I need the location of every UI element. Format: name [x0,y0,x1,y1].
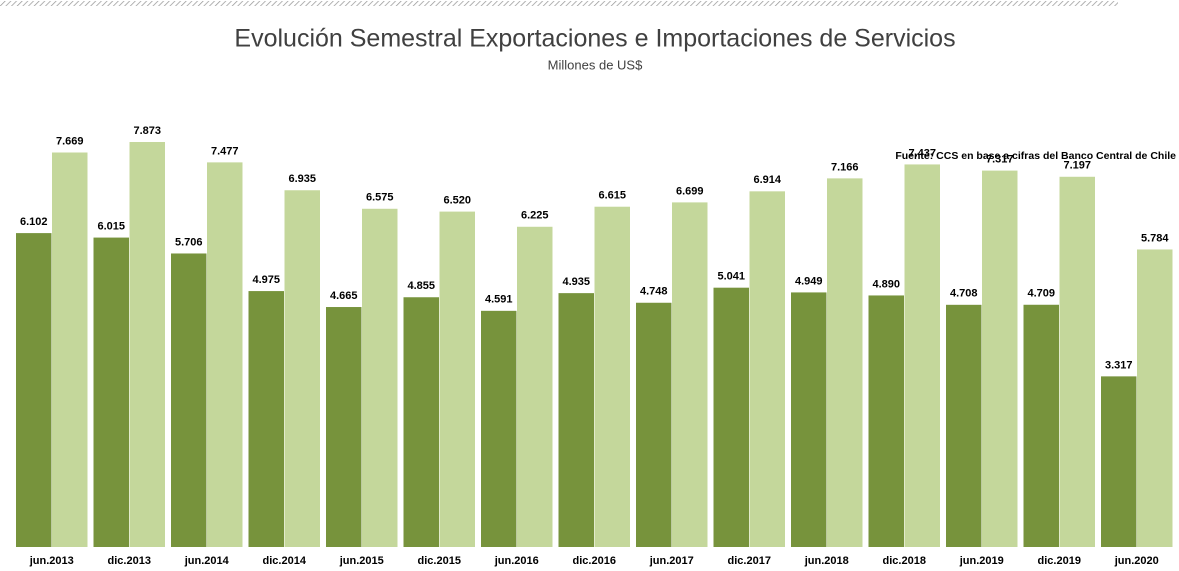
x-tick-label: jun.2014 [184,555,230,567]
value-label: 6.520 [443,195,471,207]
value-label: 4.709 [1027,288,1055,300]
chart-subtitle: Millones de US$ [548,57,643,72]
value-label: 6.699 [676,185,704,197]
bar [16,233,52,547]
bar [1023,304,1059,547]
value-label: 6.914 [753,174,781,186]
value-label: 7.873 [133,125,161,137]
x-tick-label: jun.2018 [804,555,849,567]
x-tick-label: dic.2017 [728,555,771,567]
bar [52,152,88,548]
bar [93,237,129,547]
value-label: 7.669 [56,135,84,147]
chart-title: Evolución Semestral Exportaciones e Impo… [234,25,955,53]
x-tick-label: jun.2013 [29,555,74,567]
value-label: 4.855 [407,280,435,292]
x-tick-label: jun.2020 [1114,555,1159,567]
value-label: 3.317 [1105,359,1133,371]
value-label: 5.706 [175,236,203,248]
value-label: 6.615 [598,190,626,202]
bar [558,293,594,547]
x-tick-label: dic.2014 [263,555,307,567]
x-tick-label: dic.2016 [573,555,616,567]
value-label: 4.708 [950,288,978,300]
value-label: 7.317 [986,154,1014,166]
x-tick-label: jun.2017 [649,555,694,567]
bar [517,226,553,547]
bar [207,162,243,547]
bar [1059,176,1095,548]
bar [713,287,749,547]
bar [248,291,284,547]
bar [362,208,398,547]
x-tick-label: dic.2019 [1038,555,1081,567]
value-label: 4.748 [640,286,668,298]
value-label: 4.591 [485,294,513,306]
bar [439,211,475,548]
value-label: 4.949 [795,275,823,287]
source-note: Fuente: CCS en base a cifras del Banco C… [895,150,1176,162]
x-tick-label: jun.2016 [494,555,539,567]
value-label: 6.102 [20,216,48,228]
bar [946,304,982,547]
x-tick-label: jun.2019 [959,555,1004,567]
value-label: 7.477 [211,145,239,157]
top-border [0,1,1118,6]
bar [284,190,320,547]
bar [868,295,904,547]
bar [129,142,165,547]
value-label: 6.015 [97,220,125,232]
bar [403,297,439,547]
value-label: 5.041 [717,271,745,283]
value-label: 6.225 [521,210,549,222]
bar [1137,249,1173,547]
value-label: 4.890 [872,278,900,290]
value-label: 7.437 [908,147,936,159]
value-label: 7.197 [1063,160,1091,172]
value-label: 4.975 [252,274,280,286]
bar [1101,376,1137,547]
value-label: 6.575 [366,192,394,204]
x-tick-label: dic.2015 [418,555,461,567]
bar [791,292,827,547]
bar [481,310,517,547]
value-label: 5.784 [1141,232,1169,244]
bar [594,206,630,548]
bar [636,302,672,547]
value-label: 4.935 [562,276,590,288]
bar [827,178,863,547]
bar [904,164,940,547]
bar [672,202,708,547]
x-tick-label: dic.2013 [108,555,151,567]
bar [749,191,785,548]
value-label: 6.935 [288,173,316,185]
value-label: 7.166 [831,161,859,173]
x-tick-label: dic.2018 [883,555,926,567]
x-tick-label: jun.2015 [339,555,384,567]
bar [326,307,362,547]
bar [982,170,1018,547]
value-label: 4.665 [330,290,358,302]
bar [171,253,207,547]
